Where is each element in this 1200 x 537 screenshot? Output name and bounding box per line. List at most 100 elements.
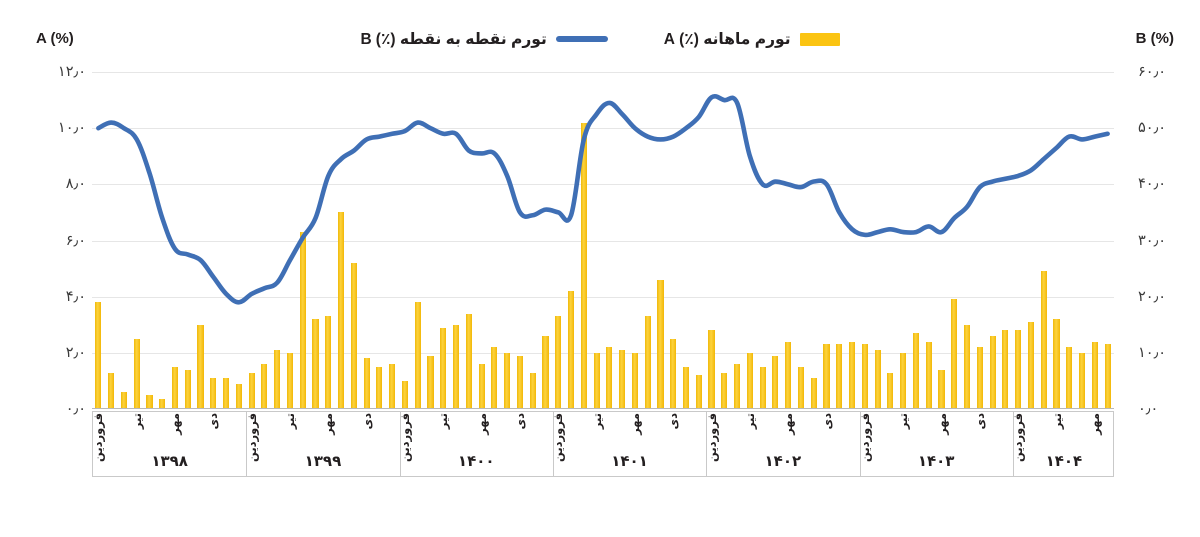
- gridline: [92, 240, 1114, 242]
- left-axis-tick-label: ۱۰٫۰: [57, 120, 86, 137]
- bar: [785, 341, 792, 409]
- inflation-line-path: [98, 96, 1107, 302]
- bar: [989, 335, 996, 409]
- bar: [1078, 352, 1086, 409]
- bar: [670, 338, 677, 409]
- month-label: فروردین: [93, 413, 106, 463]
- bar: [938, 369, 945, 409]
- bar: [452, 324, 460, 409]
- gridline: [92, 184, 1114, 186]
- bar: [695, 375, 702, 409]
- bar: [963, 324, 971, 409]
- month-label: تیر: [591, 413, 604, 430]
- bar: [759, 366, 766, 409]
- month-label: فروردین: [246, 413, 259, 463]
- bar: [542, 335, 549, 409]
- bar: [912, 333, 919, 409]
- bar: [861, 344, 868, 409]
- bar: [849, 341, 856, 409]
- left-axis-tick-label: ۴٫۰: [65, 288, 86, 305]
- bar-series: [92, 72, 1114, 409]
- bar: [133, 338, 140, 409]
- bar: [951, 299, 958, 409]
- right-axis-tick-label: ۱۰٫۰: [1138, 344, 1167, 361]
- month-label: دی: [668, 413, 681, 430]
- gridline: [92, 352, 1114, 354]
- bar: [797, 366, 805, 409]
- bar: [376, 366, 383, 409]
- right-axis-tick-label: ۵۰٫۰: [1138, 120, 1167, 137]
- bar: [159, 399, 166, 409]
- right-axis-tick-label: ۴۰٫۰: [1138, 176, 1167, 193]
- bar: [223, 378, 230, 409]
- bar: [593, 352, 600, 409]
- bar: [184, 369, 191, 409]
- bar: [108, 372, 115, 409]
- bar: [772, 355, 779, 409]
- bar: [1027, 321, 1034, 409]
- month-label: تیر: [1051, 413, 1064, 430]
- month-label: تیر: [898, 413, 911, 430]
- bar: [925, 341, 932, 409]
- gridline: [92, 128, 1114, 130]
- bar: [644, 316, 651, 409]
- bar: [823, 344, 830, 409]
- bar: [414, 302, 421, 409]
- bar: [529, 372, 536, 409]
- bar: [338, 212, 345, 409]
- legend-item-point-to-point-inflation: تورم نقطه به نقطه (٪) B: [360, 30, 608, 49]
- bar: [900, 352, 907, 409]
- left-axis-title: A (%): [36, 30, 74, 47]
- month-label: مهر: [936, 413, 949, 435]
- bar: [235, 383, 242, 409]
- bar: [567, 291, 575, 409]
- bar: [746, 352, 753, 409]
- right-axis-tick-label: ۳۰٫۰: [1138, 232, 1167, 249]
- bar: [465, 313, 472, 409]
- left-axis-tick-label: ۸٫۰: [65, 176, 86, 193]
- right-axis-tick-label: ۲۰٫۰: [1138, 288, 1167, 305]
- bar: [325, 316, 332, 409]
- bar: [887, 372, 894, 409]
- bar: [286, 352, 294, 409]
- month-label: فروردین: [399, 413, 412, 463]
- gridline: [92, 296, 1114, 298]
- bar: [1104, 344, 1111, 409]
- bar: [120, 392, 127, 409]
- bar: [1002, 330, 1009, 409]
- bar: [580, 122, 587, 409]
- month-label: تیر: [285, 413, 297, 430]
- bar: [836, 344, 843, 409]
- bar: [555, 316, 562, 409]
- right-axis-tick-label: ۰٫۰: [1138, 401, 1159, 417]
- bar: [491, 347, 498, 409]
- bar: [210, 378, 217, 409]
- bar: [274, 350, 281, 409]
- line-series: [92, 72, 1114, 409]
- month-label: دی: [821, 413, 834, 430]
- bar: [1091, 341, 1098, 409]
- left-axis-tick-label: ۰٫۰: [65, 401, 86, 417]
- bar: [261, 364, 268, 409]
- bar: [1053, 319, 1060, 409]
- bar: [657, 279, 664, 409]
- right-axis-tick-label: ۶۰٫۰: [1138, 64, 1167, 80]
- gridline: [92, 72, 1114, 73]
- left-axis-tick-label: ۶٫۰: [65, 232, 86, 249]
- bar: [976, 347, 983, 409]
- x-axis-month-labels: فروردین تیر مهر دی فروردین تیر مهر دی فروردین تیر…: [92, 411, 1114, 477]
- bar: [389, 364, 396, 409]
- month-label: مهر: [476, 413, 489, 435]
- legend-label-monthly-inflation: تورم ماهانه (٪) A: [663, 30, 791, 48]
- bar: [401, 380, 408, 409]
- bar: [478, 364, 485, 409]
- month-label: دی: [514, 413, 527, 430]
- month-label: دی: [208, 413, 221, 430]
- chart-legend: تورم ماهانه (٪) A تورم نقطه به نقطه (٪) …: [0, 26, 1200, 52]
- bar-swatch-icon: [799, 32, 840, 46]
- bar: [516, 355, 523, 409]
- x-axis-baseline: [92, 407, 1114, 409]
- bar: [171, 366, 179, 409]
- month-label: دی: [361, 413, 374, 430]
